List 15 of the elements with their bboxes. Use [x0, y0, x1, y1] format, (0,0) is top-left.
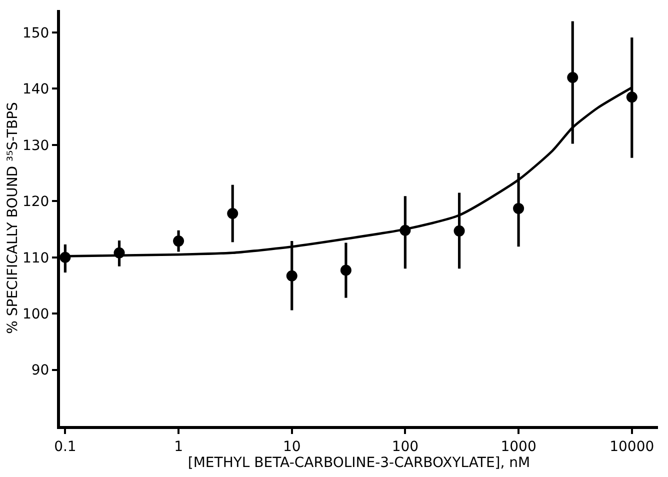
y-tick-label: 90 — [31, 362, 50, 379]
x-tick-label: 1000 — [500, 438, 536, 455]
y-tick-label: 130 — [22, 138, 50, 154]
y-tick-label: 120 — [22, 194, 50, 210]
x-tick-label: 100 — [392, 438, 419, 455]
x-tick-label: 0.1 — [54, 438, 76, 455]
x-axis-title: [METHYL BETA-CARBOLINE-3-CARBOXYLATE], nM — [188, 454, 530, 471]
y-tick-label: 100 — [22, 306, 50, 322]
y-tick-label: 150 — [22, 25, 50, 42]
x-tick-label: 10 — [282, 438, 301, 455]
x-tick-label: 10000 — [610, 438, 654, 455]
x-tick-label: 1 — [174, 438, 183, 455]
y-tick-label: 110 — [22, 250, 50, 266]
y-axis-title: % SPECIFICALLY BOUND ³⁵S-TBPS — [5, 102, 22, 334]
y-tick-label: 140 — [22, 82, 50, 98]
